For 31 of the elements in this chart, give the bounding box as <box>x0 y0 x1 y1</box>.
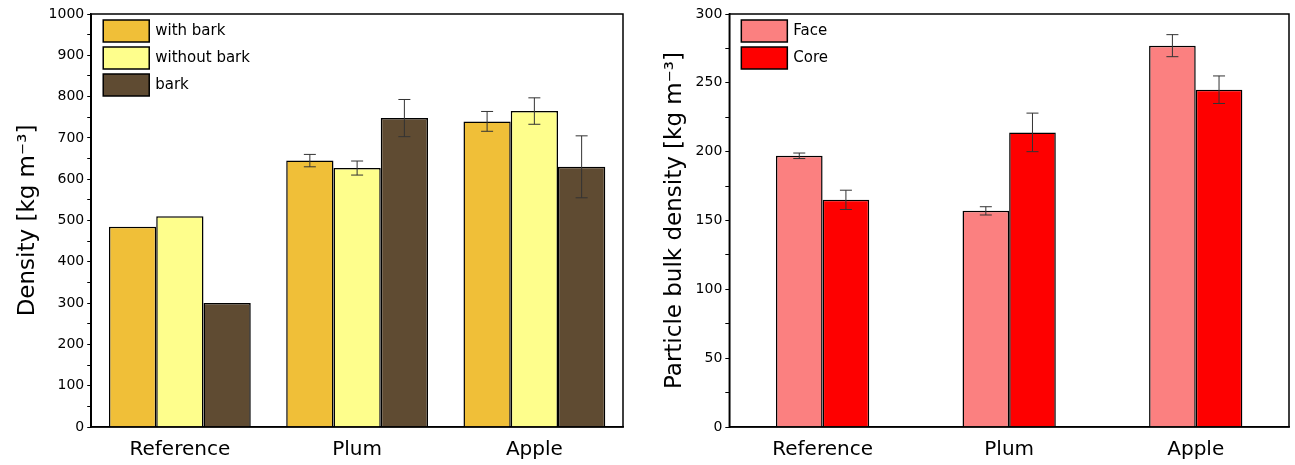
legend-label: Face <box>793 20 828 39</box>
legend-label: with bark <box>155 20 226 39</box>
x-tick-label: Plum <box>984 436 1035 461</box>
x-tick-label: Plum <box>332 436 383 461</box>
legend-label: Core <box>793 47 829 66</box>
y-tick-label: 1000 <box>48 4 85 21</box>
y-axis-title: Particle bulk density [kg m⁻³] <box>659 51 686 390</box>
y-tick-label: 0 <box>713 417 723 434</box>
y-tick-label: 50 <box>704 348 723 365</box>
y-tick-label: 300 <box>695 4 723 21</box>
y-tick-label: 200 <box>57 335 85 352</box>
y-tick-label: 400 <box>57 252 85 269</box>
y-tick-label: 300 <box>57 293 85 310</box>
x-tick-label: Reference <box>772 436 873 461</box>
y-tick-label: 800 <box>57 87 85 104</box>
y-tick-label: 150 <box>695 211 723 228</box>
x-tick-label: Reference <box>129 436 231 461</box>
y-tick-label: 250 <box>695 73 723 90</box>
legend-label: without bark <box>155 47 251 66</box>
y-tick-label: 100 <box>695 279 723 296</box>
y-tick-label: 200 <box>695 142 723 159</box>
legend-label: bark <box>155 74 190 93</box>
x-tick-label: Apple <box>505 436 563 461</box>
y-tick-label: 500 <box>57 211 85 228</box>
y-axis-title: Density [kg m⁻³] <box>12 124 39 317</box>
y-tick-label: 0 <box>75 417 85 434</box>
y-tick-label: 900 <box>57 45 85 62</box>
y-tick-label: 600 <box>57 169 85 186</box>
y-tick-label: 700 <box>57 128 85 145</box>
y-tick-label: 100 <box>57 376 85 393</box>
x-tick-label: Apple <box>1167 436 1225 461</box>
